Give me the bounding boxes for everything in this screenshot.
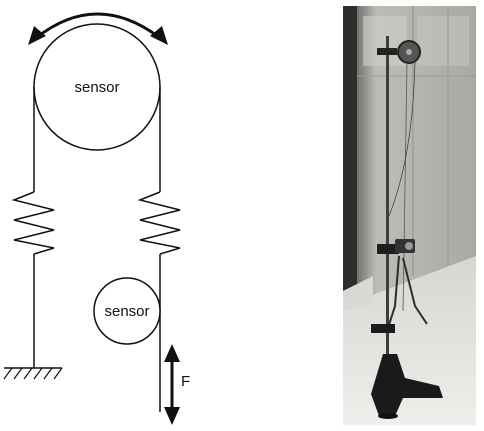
photo-mid-sensor-dot bbox=[405, 242, 413, 250]
bottom-sensor-label: sensor bbox=[104, 303, 149, 320]
photo-lower-clamp bbox=[371, 324, 395, 333]
schematic-diagram: sensor sensor F bbox=[3, 12, 190, 425]
photo-base-foot bbox=[378, 413, 398, 419]
photo-window-panel-2 bbox=[417, 16, 469, 66]
setup-photo bbox=[343, 6, 476, 425]
photo-string bbox=[402, 62, 408, 312]
ground-hatch bbox=[3, 367, 63, 380]
top-sensor-label: sensor bbox=[74, 79, 119, 96]
rotation-arc-arrow bbox=[35, 12, 161, 40]
photo-base bbox=[371, 354, 443, 416]
right-spring bbox=[137, 191, 181, 255]
photo-top-clamp bbox=[377, 48, 397, 55]
photo-table-edge bbox=[343, 276, 373, 311]
bottom-sensor-circle bbox=[93, 277, 161, 345]
photo-mid-clamp bbox=[377, 244, 399, 254]
photo-lower-arm bbox=[386, 255, 400, 332]
photo-cable bbox=[388, 60, 416, 217]
force-double-arrow bbox=[164, 344, 180, 425]
force-label: F bbox=[181, 373, 190, 390]
left-spring bbox=[11, 191, 55, 255]
photo-top-pulley-hub bbox=[406, 49, 412, 55]
photo-rod bbox=[386, 36, 389, 386]
photo-shadow bbox=[343, 6, 357, 306]
rotation-arrowhead-right bbox=[150, 26, 168, 45]
rotation-arrowhead-left bbox=[28, 26, 46, 45]
photo-lower-arm-2 bbox=[402, 257, 428, 325]
